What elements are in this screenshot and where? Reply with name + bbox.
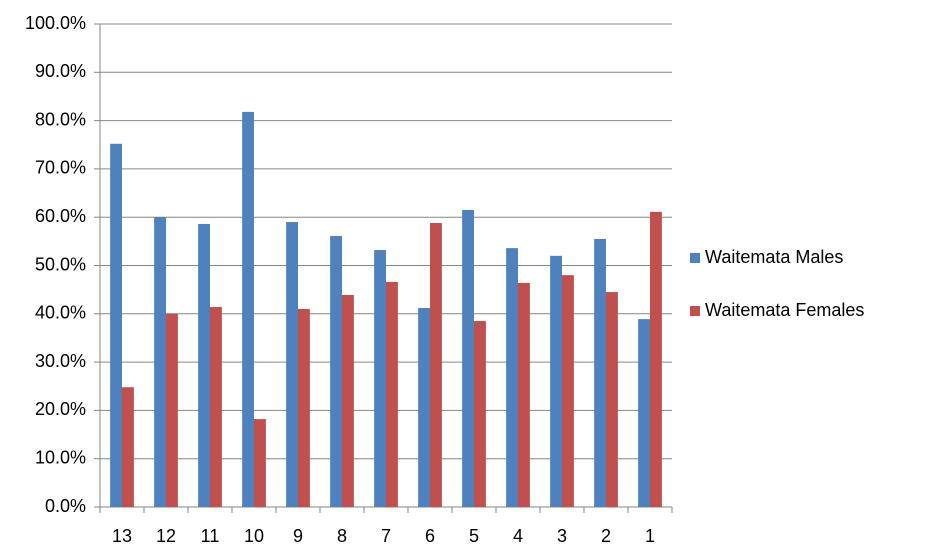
x-tick-label: 7 <box>381 526 391 546</box>
x-tick-label: 5 <box>469 526 479 546</box>
bar <box>506 248 518 507</box>
bar <box>606 292 618 507</box>
y-tick-label: 30.0% <box>35 351 86 371</box>
bar <box>594 238 606 507</box>
legend-swatch <box>690 253 700 263</box>
x-tick-label: 2 <box>601 526 611 546</box>
legend-swatch <box>690 306 700 316</box>
y-tick-label: 80.0% <box>35 109 86 129</box>
bar <box>286 222 298 507</box>
bar <box>374 250 386 507</box>
bar <box>254 419 266 507</box>
bar <box>122 387 134 507</box>
x-tick-label: 12 <box>156 526 176 546</box>
x-tick-label: 4 <box>513 526 523 546</box>
bar <box>166 313 178 507</box>
bar <box>418 308 430 507</box>
bar <box>198 223 210 507</box>
bar <box>342 294 354 507</box>
bar <box>210 307 222 507</box>
x-tick-label: 13 <box>112 526 132 546</box>
bar <box>430 222 442 507</box>
x-tick-label: 8 <box>337 526 347 546</box>
x-tick-label: 11 <box>201 526 220 546</box>
bar <box>638 319 650 507</box>
x-tick-label: 9 <box>293 526 303 546</box>
y-tick-label: 70.0% <box>35 158 86 178</box>
bar <box>242 111 254 507</box>
bar <box>462 209 474 507</box>
bar <box>110 143 122 507</box>
y-tick-label: 0.0% <box>45 496 86 516</box>
y-tick-label: 90.0% <box>35 61 86 81</box>
legend-label: Waitemata Females <box>705 300 864 320</box>
y-tick-label: 100.0% <box>25 13 86 33</box>
bar <box>386 281 398 507</box>
x-tick-label: 1 <box>645 526 655 546</box>
x-tick-label: 10 <box>244 526 264 546</box>
bar <box>518 282 530 507</box>
y-tick-label: 50.0% <box>35 254 86 274</box>
bar <box>650 211 662 507</box>
bar <box>562 275 574 507</box>
x-tick-label: 3 <box>557 526 567 546</box>
bar <box>154 217 166 507</box>
bar <box>298 308 310 507</box>
bar <box>330 236 342 508</box>
legend-label: Waitemata Males <box>705 247 843 267</box>
y-tick-label: 20.0% <box>35 399 86 419</box>
x-tick-label: 6 <box>425 526 435 546</box>
bar <box>550 255 562 507</box>
y-tick-label: 40.0% <box>35 303 86 323</box>
y-tick-label: 10.0% <box>35 447 86 467</box>
y-tick-label: 60.0% <box>35 206 86 226</box>
bar <box>474 321 486 507</box>
